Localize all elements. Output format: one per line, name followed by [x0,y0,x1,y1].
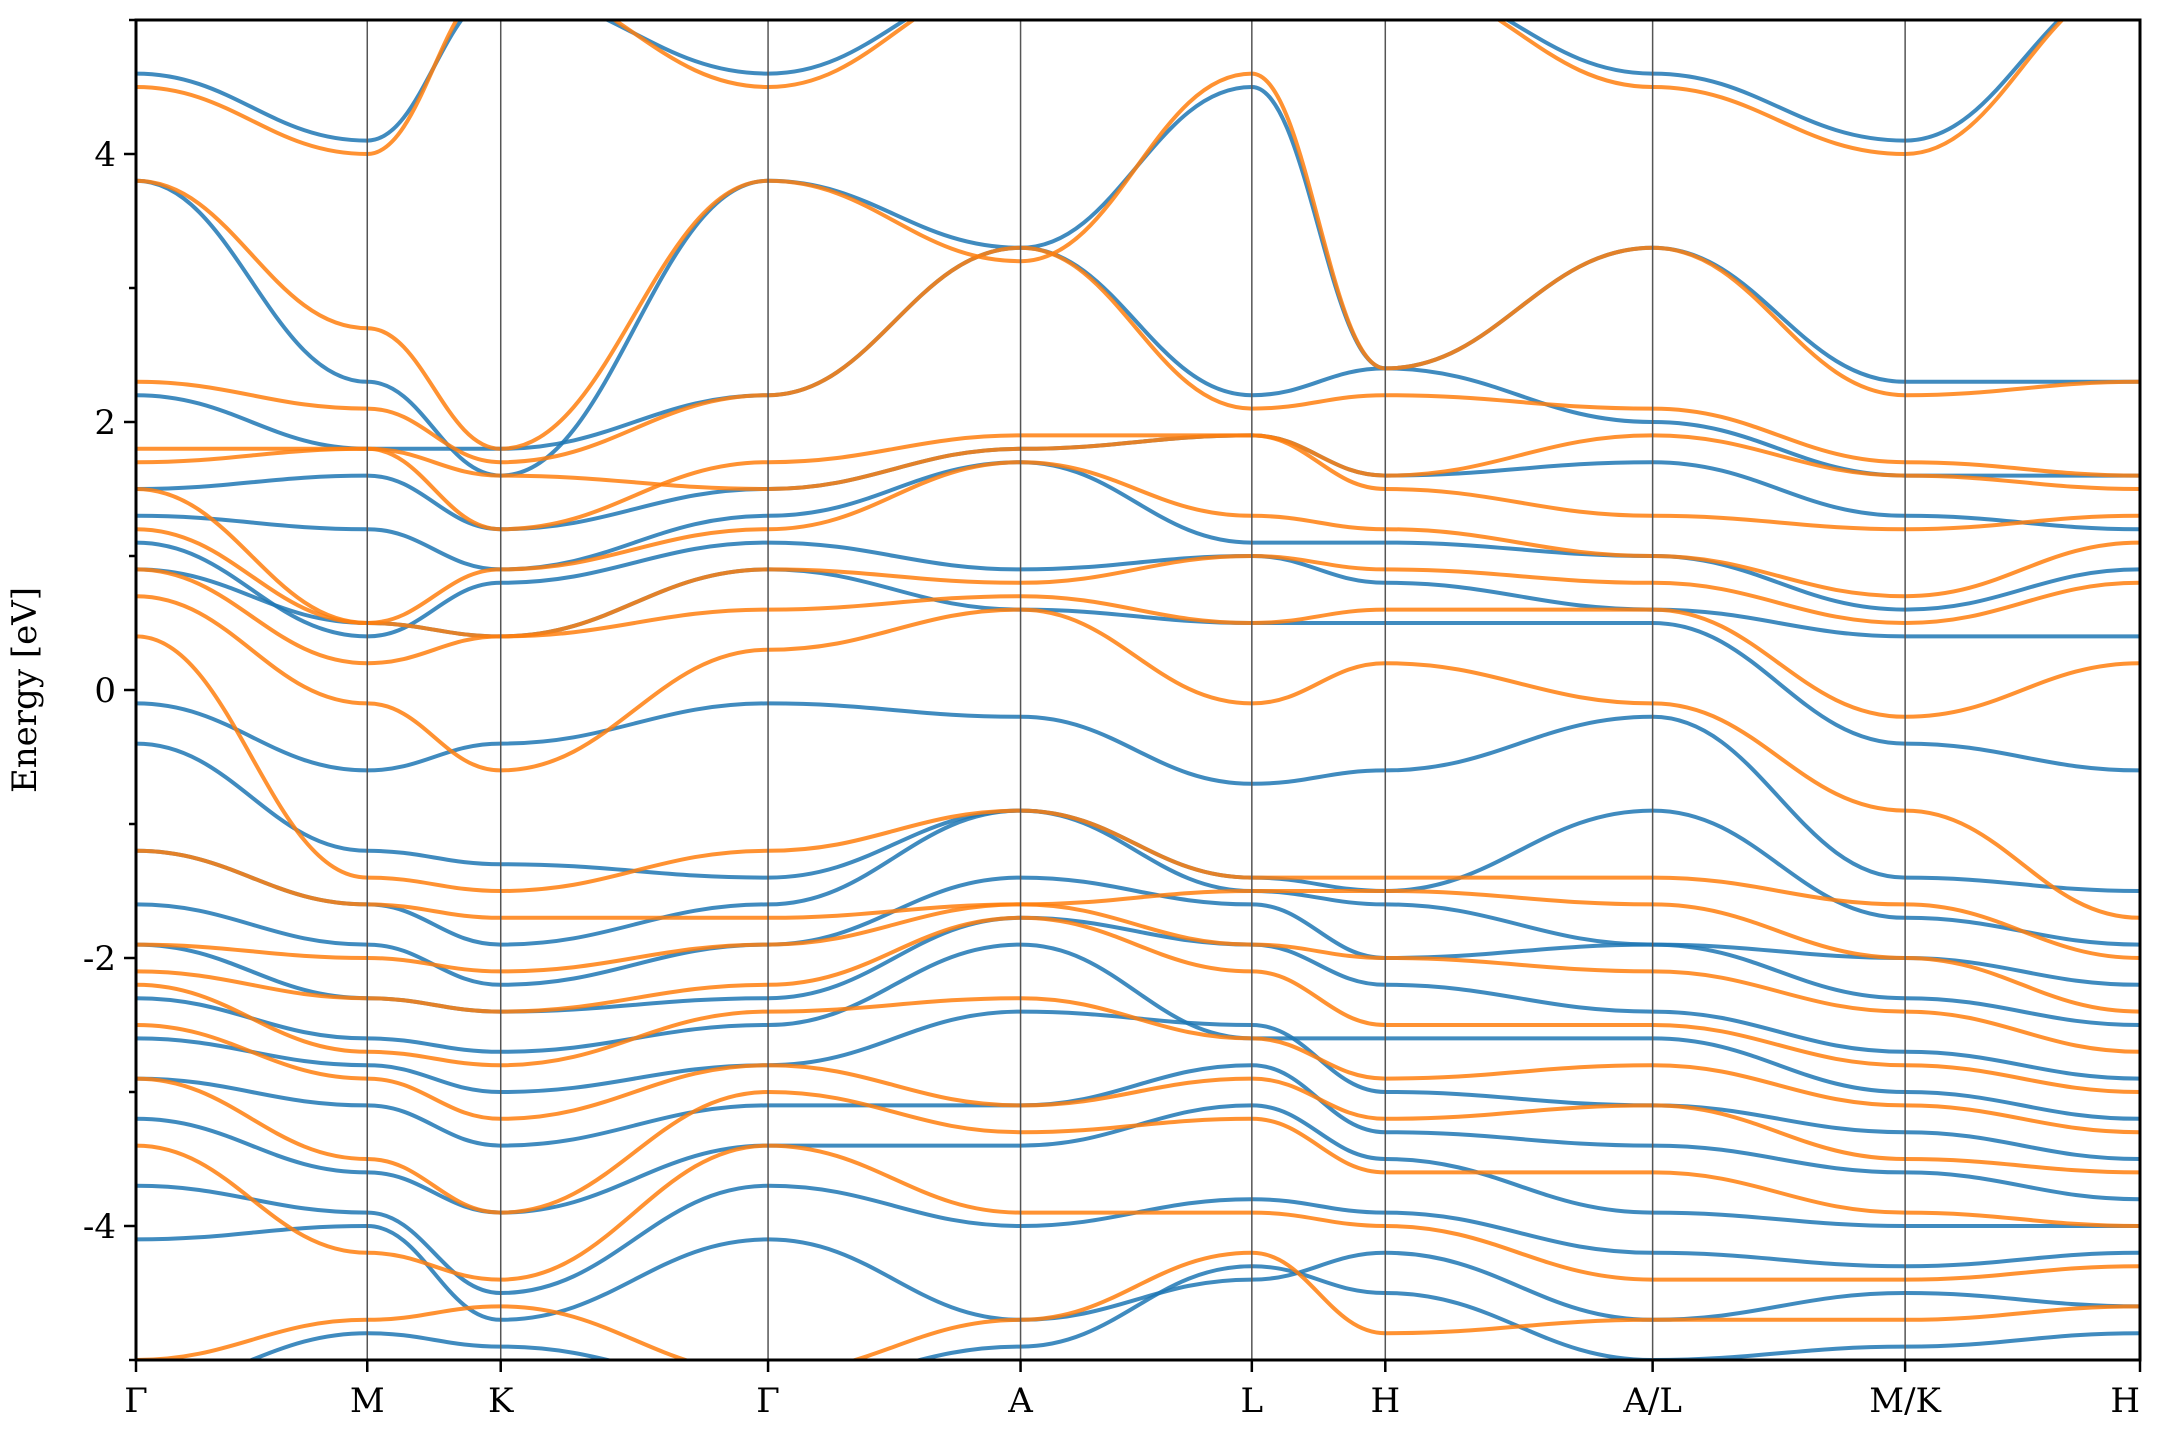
band-s1-10 [136,808,2140,987]
band-s2-3 [136,1076,2140,1228]
x-tick-label: A/L [1622,1381,1682,1421]
band-s1-15 [136,460,2140,612]
y-tick-label: -4 [83,1207,116,1247]
band-s1-5 [136,1063,2140,1202]
band-s1-7 [136,942,2140,1121]
band-s2-18 [136,20,2065,156]
y-tick-label: 0 [94,671,116,711]
plot-frame [134,18,2142,1362]
band-s1-1 [246,1264,2140,1360]
y-tick-label: -2 [83,939,116,979]
x-axis-ticks: Γ M K Γ A L H A/L M/K H [124,1360,2142,1421]
band-s2-4 [136,1023,2140,1175]
x-tick-label: Γ [124,1381,148,1421]
band-s2-9 [136,634,2140,960]
high-symmetry-lines [366,20,1906,1360]
x-tick-label: H [1370,1381,1400,1421]
x-tick-label: K [488,1381,514,1421]
y-tick-label: 2 [94,403,116,443]
band-s2-15 [136,433,2140,532]
x-tick-label: H [2110,1381,2140,1421]
band-s2-2 [136,1143,2140,1282]
x-tick-label: A [1007,1381,1033,1421]
band-s2-8 [136,848,2140,1014]
band-s1-12 [136,701,2140,893]
band-s1-8 [136,915,2140,1081]
bands-layer [136,20,2140,1360]
band-s2-11 [136,567,2140,719]
band-s2-6 [136,915,2140,1094]
y-tick-label: 4 [94,135,116,175]
band-s1-2 [136,1224,2140,1322]
x-tick-label: M/K [1869,1381,1941,1421]
band-s2-1 [136,1250,2140,1360]
x-tick-label: Γ [756,1381,780,1421]
band-s1-14 [136,540,2140,639]
x-tick-label: M [350,1381,385,1421]
band-s2-14 [136,433,2140,532]
band-s2-17 [136,71,2140,451]
y-axis-ticks: -4 -2 0 2 4 [83,18,136,1362]
band-s2-12 [136,527,2140,639]
band-s2-5 [136,982,2140,1135]
band-s2-10 [136,594,2140,920]
band-s2-7 [136,902,2140,1054]
band-s1-3 [136,1183,2140,1295]
x-tick-label: L [1241,1381,1264,1421]
band-s2-13 [136,460,2140,625]
y-axis-label: Energy [eV] [5,587,45,793]
band-s1-9 [136,875,2140,1027]
band-s2-16 [136,245,2140,478]
